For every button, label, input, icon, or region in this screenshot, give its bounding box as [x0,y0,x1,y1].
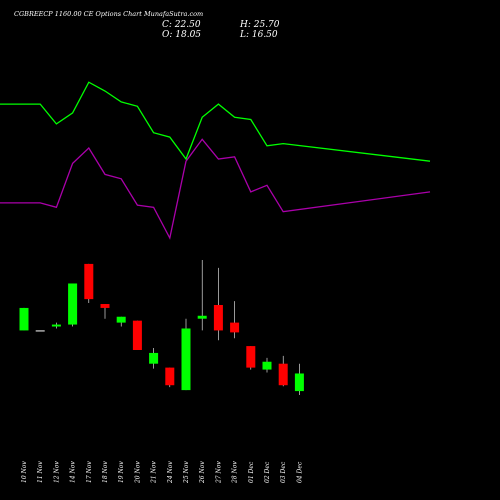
candle-body [149,352,159,364]
x-tick-label: 18 Nov [102,461,109,483]
x-tick-label: 20 Nov [134,461,141,484]
x-axis-labels: 10 Nov 11 Nov 12 Nov 14 Nov 17 Nov 18 Nov 19 N… [21,461,303,484]
candle [100,304,110,319]
x-tick-label: 03 Dec [280,461,287,483]
candle-body [165,367,175,386]
candle-body [132,320,142,350]
x-tick-label: 25 Nov [183,461,190,484]
candle [68,283,78,327]
candle-body [51,324,61,327]
x-tick-label: 26 Nov [199,461,206,484]
x-tick-label: 17 Nov [86,461,93,483]
candle-body [278,363,288,386]
lower-band-line [0,138,431,240]
candle-body [35,330,45,332]
candle [165,367,175,388]
candle [294,363,304,395]
bands-layer [0,81,431,240]
x-tick-label: 11 Nov [37,461,44,483]
candle [35,330,45,332]
low-value: L: 16.50 [239,30,278,40]
candle-body [246,346,256,368]
x-tick-label: 28 Nov [232,461,239,484]
x-tick-label: 21 Nov [151,461,158,484]
candle [132,320,142,350]
x-tick-label: 02 Dec [264,461,271,483]
candle [230,301,240,339]
candle [84,263,94,304]
x-tick-label: 10 Nov [21,461,28,483]
candle [181,318,191,391]
x-tick-label: 14 Nov [70,461,77,483]
candle [19,307,29,331]
candle-body [84,263,94,300]
candle-body [116,316,126,323]
x-tick-label: 01 Dec [248,461,255,483]
candle-body [213,305,223,331]
chart-title: CGBREECP 1160.00 CE Options Chart Munafa… [14,10,203,18]
candle [149,348,159,369]
candle-body [230,322,240,333]
upper-band-line [0,81,431,162]
candle-body [68,283,78,325]
candle [197,260,207,331]
candle [262,357,272,373]
x-tick-label: 27 Nov [215,461,222,484]
x-tick-label: 19 Nov [118,461,125,483]
x-tick-label: 12 Nov [53,461,60,483]
candle [246,346,256,370]
x-tick-label: 04 Dec [296,461,303,483]
candle-body [181,328,191,391]
close-value: C: 22.50 [162,20,201,30]
candle [116,316,126,327]
x-tick-label: 24 Nov [167,461,174,484]
candles-layer [19,260,304,395]
candle-body [294,373,304,392]
candle-body [197,315,207,319]
candle [51,322,61,329]
candle-body [262,361,272,370]
candle-body [100,304,110,308]
candle [213,267,223,341]
open-value: O: 18.05 [162,30,201,40]
candle-body [19,307,29,331]
candle [278,355,288,387]
high-value: H: 25.70 [239,20,280,30]
